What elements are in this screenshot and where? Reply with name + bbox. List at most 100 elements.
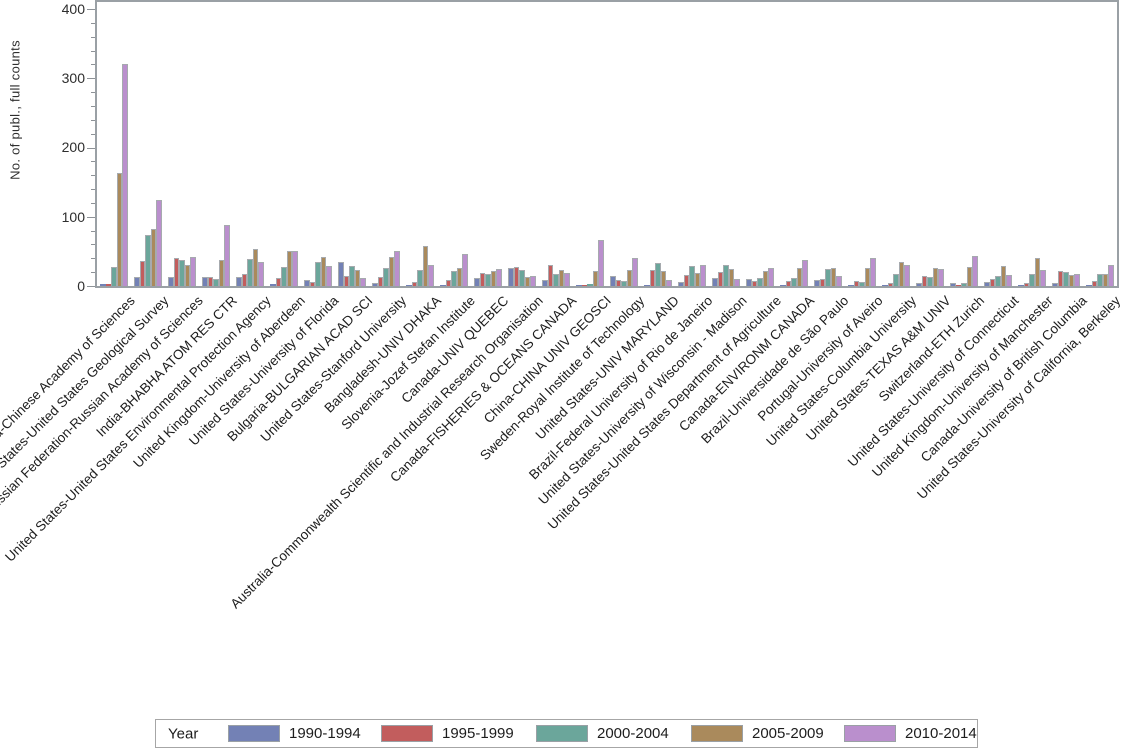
bar-1990-1994 [644,284,650,286]
bar-2005-2009 [1000,265,1006,286]
bar-2010-2014 [972,256,978,286]
bar-1990-1994 [202,277,208,286]
bar-1995-1999 [955,284,961,286]
bar-2000-2004 [859,281,865,286]
bar-2000-2004 [1063,272,1069,286]
bar-2000-2004 [417,270,423,286]
y-major-tick [87,216,95,218]
bar-2000-2004 [485,274,491,286]
bar-1990-1994 [610,275,616,286]
legend-label: 1990-1994 [289,725,361,742]
bar-2000-2004 [315,261,321,286]
y-minor-tick [91,189,95,190]
bar-2010-2014 [1040,270,1046,286]
bar-2000-2004 [281,266,287,286]
bar-2005-2009 [626,270,632,286]
bar-2010-2014 [360,277,366,286]
y-major-tick [87,286,95,287]
bar-2005-2009 [422,245,428,286]
bar-2005-2009 [694,272,700,286]
bar-2000-2004 [349,265,355,286]
bar-1995-1999 [921,276,927,286]
legend-label: 2010-2014 [905,725,977,742]
bar-1995-1999 [785,281,791,286]
bar-2005-2009 [1102,273,1108,286]
bar-2005-2009 [966,267,972,286]
bar-1990-1994 [780,284,786,286]
bar-2010-2014 [190,256,196,286]
bar-2010-2014 [1108,264,1114,286]
bar-2010-2014 [224,225,230,286]
bar-2000-2004 [179,259,185,286]
bar-1995-1999 [683,274,689,286]
bar-1995-1999 [207,277,213,286]
y-major-tick [87,8,95,10]
y-axis-title: No. of publ., full counts [7,40,23,180]
bar-1995-1999 [751,281,757,286]
y-tick-label: 400 [61,0,85,17]
bar-2010-2014 [700,264,706,286]
y-minor-tick [91,175,95,177]
bar-2010-2014 [122,64,128,286]
bar-2005-2009 [524,277,530,286]
y-tick-label: 100 [61,208,85,225]
legend-swatch-icon [381,725,433,742]
legend-label: 2005-2009 [752,725,824,742]
legend-label: 1995-1999 [442,725,514,742]
bar-2010-2014 [428,265,434,286]
bar-1990-1994 [848,284,854,286]
bar-2005-2009 [558,270,564,286]
bar-1990-1994 [168,277,174,286]
bar-2000-2004 [519,270,525,286]
legend-item: 1995-1999 [381,720,514,747]
y-minor-tick [91,64,95,66]
y-minor-tick [91,92,95,93]
bar-2000-2004 [383,268,389,286]
bar-2000-2004 [961,283,967,286]
y-minor-tick [91,22,95,24]
bar-2010-2014 [666,280,672,286]
bar-2010-2014 [326,265,332,286]
y-tick-label: 300 [61,70,85,87]
legend-swatch-icon [844,725,896,742]
bar-2000-2004 [689,265,695,286]
bar-1990-1994 [406,284,412,286]
y-major-tick [87,78,95,80]
bar-1995-1999 [887,283,893,286]
bar-2000-2004 [553,274,559,286]
bar-2000-2004 [723,264,729,286]
bar-1990-1994 [916,283,922,286]
bar-2010-2014 [462,254,468,286]
bar-2005-2009 [762,270,768,286]
y-minor-tick [91,244,95,246]
legend-item: 2005-2009 [691,720,824,747]
bar-1990-1994 [712,278,718,286]
bar-2010-2014 [870,257,876,286]
bar-2010-2014 [802,259,808,286]
y-tick-label: 200 [61,139,85,156]
bar-2005-2009 [592,271,598,286]
bar-2005-2009 [388,256,394,286]
bar-1995-1999 [275,277,281,286]
bar-2005-2009 [218,260,224,286]
y-minor-tick [91,50,95,52]
bar-1990-1994 [304,280,310,286]
bar-2000-2004 [655,263,661,286]
bar-2010-2014 [258,261,264,286]
bar-2005-2009 [932,268,938,286]
bar-1995-1999 [241,274,247,286]
bar-1995-1999 [819,279,825,286]
bar-1990-1994 [814,280,820,286]
bar-2000-2004 [791,278,797,286]
bar-1995-1999 [377,277,383,286]
bar-2005-2009 [116,173,122,286]
bar-2005-2009 [728,269,734,286]
bar-2000-2004 [927,277,933,286]
bar-1995-1999 [173,258,179,286]
bar-1995-1999 [581,284,587,286]
y-major-tick [87,147,95,149]
legend-swatch-icon [228,725,280,742]
y-minor-tick [91,36,95,38]
y-tick-label: 0 [77,278,85,294]
bar-2000-2004 [995,276,1001,286]
